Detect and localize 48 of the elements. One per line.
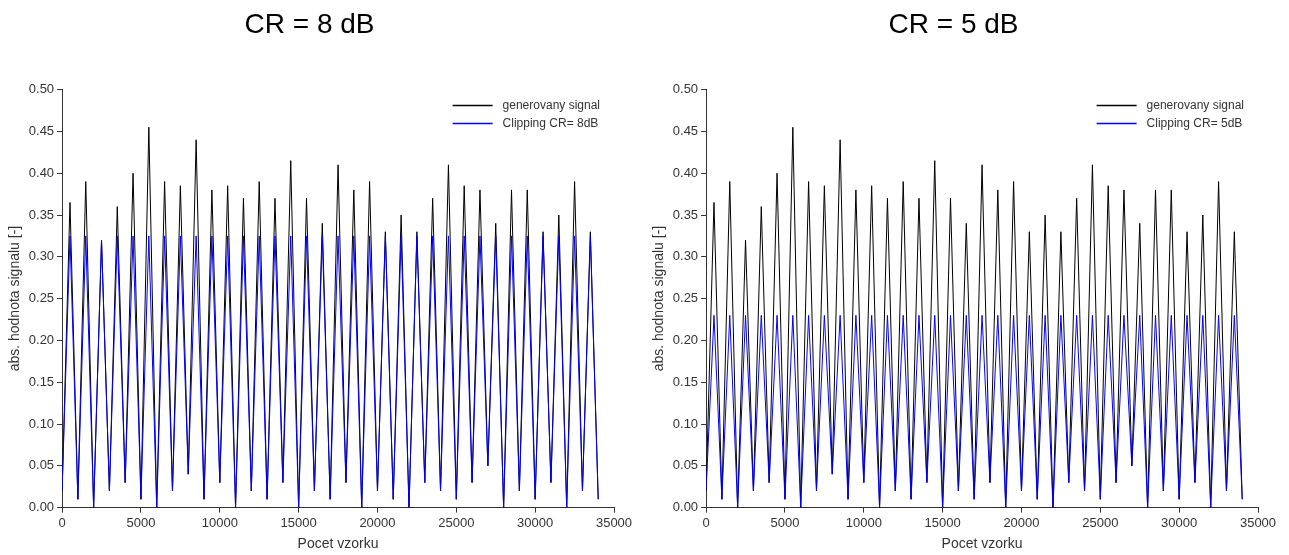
x-tick-label: 30000: [517, 514, 554, 530]
chart-title: CR = 8 dB: [244, 7, 375, 39]
legend-label: generovany signal: [1146, 97, 1245, 112]
y-tick-label: 0.50: [28, 81, 55, 97]
x-tick-label: 15000: [280, 514, 317, 530]
y-tick-label: 0.25: [28, 290, 55, 306]
x-tick-label: 20000: [1003, 514, 1040, 530]
y-tick-label: 0.15: [28, 373, 55, 389]
y-tick-label: 0.10: [28, 415, 55, 431]
x-tick-label: 35000: [595, 514, 633, 530]
x-tick-label: 10000: [845, 514, 882, 530]
x-tick-label: 0: [58, 514, 66, 530]
y-axis-title: abs. hodnota signalu [-]: [650, 225, 667, 372]
legend-label: generovany signal: [502, 97, 601, 112]
y-tick-label: 0.50: [672, 81, 699, 97]
y-tick-label: 0.30: [672, 248, 699, 264]
y-tick-label: 0.15: [672, 373, 699, 389]
y-tick-label: 0.20: [672, 331, 699, 347]
x-tick-label: 10000: [201, 514, 238, 530]
x-tick-label: 0: [702, 514, 710, 530]
y-tick-label: 0.35: [672, 206, 699, 222]
x-axis-title: Pocet vzorku: [941, 535, 1023, 552]
y-tick-label: 0.05: [28, 457, 55, 473]
y-tick-label: 0.00: [672, 499, 699, 515]
y-axis-title: abs. hodnota signalu [-]: [6, 225, 23, 372]
x-tick-label: 35000: [1239, 514, 1277, 530]
x-tick-label: 25000: [438, 514, 475, 530]
y-tick-label: 0.40: [672, 164, 699, 180]
y-tick-label: 0.10: [672, 415, 699, 431]
y-tick-label: 0.05: [672, 457, 699, 473]
x-tick-label: 25000: [1082, 514, 1119, 530]
y-tick-label: 0.25: [672, 290, 699, 306]
x-tick-label: 15000: [924, 514, 961, 530]
x-tick-label: 20000: [359, 514, 396, 530]
y-tick-label: 0.45: [672, 122, 699, 138]
y-tick-label: 0.40: [28, 164, 55, 180]
y-tick-label: 0.00: [28, 499, 55, 515]
x-tick-label: 30000: [1161, 514, 1198, 530]
x-axis-title: Pocet vzorku: [297, 535, 379, 552]
y-tick-label: 0.35: [28, 206, 55, 222]
x-tick-label: 5000: [126, 514, 156, 530]
y-tick-label: 0.45: [28, 122, 55, 138]
chart-title: CR = 5 dB: [888, 7, 1019, 39]
x-tick-label: 5000: [770, 514, 800, 530]
legend-label: Clipping CR= 5dB: [1146, 115, 1243, 130]
legend-label: Clipping CR= 8dB: [502, 115, 599, 130]
y-tick-label: 0.20: [28, 331, 55, 347]
y-tick-label: 0.30: [28, 248, 55, 264]
